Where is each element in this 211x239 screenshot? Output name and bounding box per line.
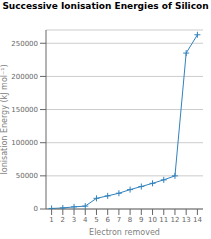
svg-text:100000: 100000 xyxy=(11,139,38,147)
svg-text:5: 5 xyxy=(94,216,98,224)
svg-text:10: 10 xyxy=(148,216,157,224)
svg-text:8: 8 xyxy=(128,216,132,224)
svg-text:7: 7 xyxy=(117,216,121,224)
svg-text:200000: 200000 xyxy=(11,73,38,81)
svg-text:2: 2 xyxy=(61,216,65,224)
svg-text:150000: 150000 xyxy=(11,106,38,114)
svg-text:13: 13 xyxy=(182,216,191,224)
svg-text:0: 0 xyxy=(34,205,38,213)
svg-text:Ionisation Energy (kJ mol⁻¹): Ionisation Energy (kJ mol⁻¹) xyxy=(0,64,9,174)
svg-text:3: 3 xyxy=(72,216,76,224)
svg-text:14: 14 xyxy=(193,216,202,224)
html-text:Successive Ionisation Energies: Successive Ionisation Energies of Silico… xyxy=(2,1,209,11)
svg-text:4: 4 xyxy=(83,216,88,224)
svg-text:11: 11 xyxy=(159,216,168,224)
svg-text:250000: 250000 xyxy=(11,40,38,48)
svg-text:9: 9 xyxy=(139,216,143,224)
svg-text:Electron removed: Electron removed xyxy=(89,228,160,237)
svg-text:12: 12 xyxy=(171,216,180,224)
svg-text:6: 6 xyxy=(105,216,110,224)
svg-text:50000: 50000 xyxy=(16,172,38,180)
svg-text:1: 1 xyxy=(49,216,53,224)
